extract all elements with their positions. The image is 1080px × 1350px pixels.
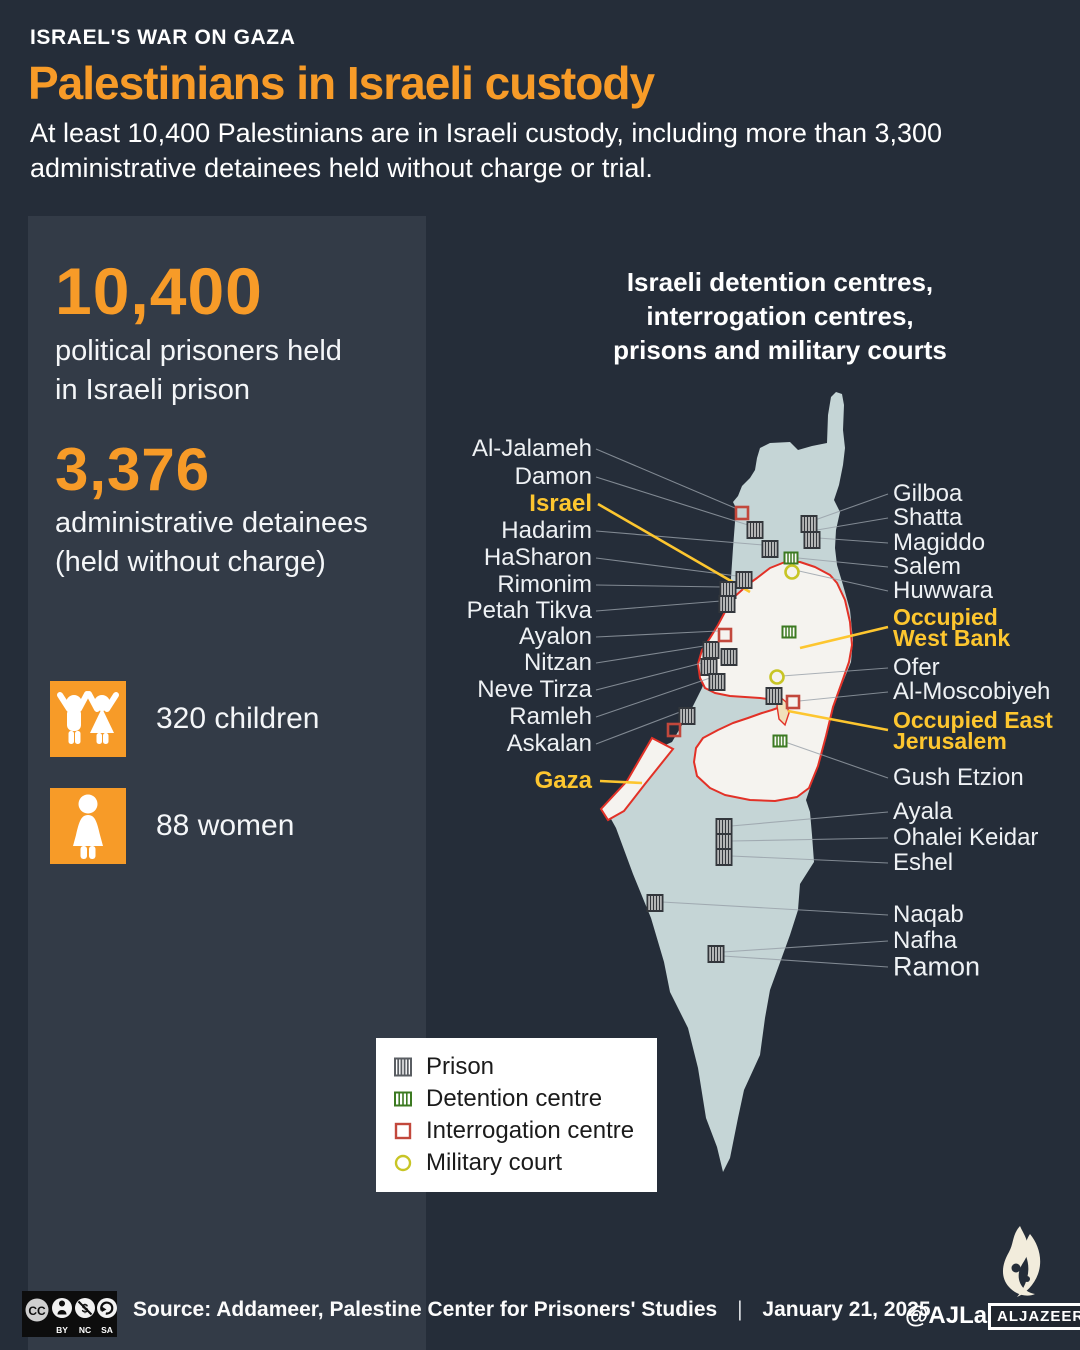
prison-icon	[735, 571, 753, 589]
woman-icon	[50, 788, 126, 864]
date-text: January 21, 2025	[762, 1298, 931, 1321]
map-label-ramon: Ramon	[893, 951, 981, 982]
map-label-shatta: Shatta	[893, 504, 963, 531]
map-label-gaza: Gaza	[534, 767, 592, 794]
al-jazeera-logo-icon	[1002, 1226, 1041, 1297]
map-label-gush-etzion: Gush Etzion	[893, 764, 1024, 791]
map-title: Israeli detention centres, interrogation…	[613, 267, 947, 365]
source-separator: |	[737, 1298, 743, 1321]
map-label-rimonim: Rimonim	[497, 571, 592, 598]
detention-centre-icon	[781, 625, 797, 639]
accent-leader-lines	[597, 502, 889, 785]
interrogation-centre-icon	[394, 1122, 412, 1140]
children-icon	[50, 681, 126, 757]
svg-text:BY: BY	[56, 1325, 68, 1335]
prison-icon	[394, 1057, 412, 1077]
prison-icon	[715, 848, 733, 866]
page-title: Palestinians in Israeli custody	[28, 57, 655, 109]
svg-text:SA: SA	[101, 1325, 113, 1335]
prison-icon	[678, 707, 696, 725]
map-label-ramleh: Ramleh	[509, 703, 592, 730]
israel-palestine-map	[595, 392, 889, 1172]
prison-icon	[700, 658, 718, 676]
map-label-ayalon: Ayalon	[519, 623, 592, 650]
map-label-al-moscobiyeh: Al-Moscobiyeh	[893, 678, 1051, 705]
source-line: Source: Addameer, Palestine Center for P…	[133, 1298, 931, 1322]
detainees-label: administrative detainees (held without c…	[55, 507, 368, 578]
map-label-askalan: Askalan	[506, 730, 592, 757]
gaza-strip-area	[599, 736, 675, 822]
map-label-eshel: Eshel	[893, 849, 954, 876]
prison-icon	[761, 540, 779, 558]
prison-icon	[715, 818, 733, 836]
map-label-damon: Damon	[514, 463, 592, 490]
map-label-hadarim: Hadarim	[501, 517, 592, 544]
prison-icon	[708, 673, 726, 691]
children-stat-row: 320 children	[50, 681, 319, 757]
map-label-occupied-east-jerusalem: Occupied East Jerusalem	[893, 707, 1053, 754]
children-label: 320 children	[156, 702, 320, 735]
legend-item-detention-centre: Detention centre	[392, 1083, 657, 1115]
map-label-gilboa: Gilboa	[893, 480, 963, 507]
kicker: ISRAEL'S WAR ON GAZA	[30, 26, 296, 49]
subtitle: At least 10,400 Palestinians are in Isra…	[30, 118, 943, 184]
map-label-ofer: Ofer	[893, 654, 940, 681]
legend-item-military-court: Military court	[392, 1147, 657, 1179]
map-label-nitzan: Nitzan	[523, 649, 592, 676]
map-label-petah-tikva: Petah Tikva	[466, 597, 592, 624]
source-text: Source: Addameer, Palestine Center for P…	[133, 1298, 718, 1321]
map-legend: Prison Detention centre Interrogation ce…	[376, 1038, 657, 1192]
map-label-salem: Salem	[893, 553, 962, 580]
map-label-naqab: Naqab	[893, 901, 964, 928]
prisoners-label: political prisoners held in Israeli pris…	[55, 335, 342, 406]
prison-icon	[702, 641, 720, 659]
map-label-magiddo: Magiddo	[893, 529, 986, 556]
legend-item-interrogation-centre: Interrogation centre	[392, 1115, 657, 1147]
map-label-nafha: Nafha	[893, 927, 958, 954]
map-label-ayala: Ayala	[893, 798, 953, 825]
military-court-icon	[394, 1154, 412, 1172]
al-jazeera-logo-text: ALJAZEERA	[988, 1303, 1080, 1330]
map-label-neve-tirza: Neve Tirza	[477, 676, 592, 703]
prison-icon	[707, 945, 725, 963]
prison-icon	[746, 521, 764, 539]
svg-text:CC: CC	[28, 1304, 46, 1318]
detainees-count: 3,376	[55, 436, 211, 503]
women-stat-row: 88 women	[50, 788, 294, 864]
legend-item-prison: Prison	[392, 1051, 657, 1083]
map-label-hasharon: HaSharon	[483, 544, 592, 571]
detention-centre-icon	[394, 1091, 412, 1107]
prisoners-count: 10,400	[55, 254, 263, 328]
stats-card: 10,400 political prisoners held in Israe…	[28, 216, 426, 1350]
leader-lines	[595, 448, 889, 968]
creative-commons-badge: CC $ BY NC SA	[22, 1291, 117, 1337]
prison-icon	[803, 531, 821, 549]
prison-icon	[720, 648, 738, 666]
prison-icon	[718, 595, 736, 613]
prison-icon	[800, 515, 818, 533]
detention-centre-icon	[783, 551, 799, 565]
women-label: 88 women	[156, 809, 295, 842]
prison-icon	[765, 687, 783, 705]
map-label-huwwara: Huwwara	[893, 577, 994, 604]
detention-centre-icon	[772, 734, 788, 748]
prison-icon	[646, 894, 664, 912]
map-label-occupied-west-bank: Occupied West Bank	[893, 604, 1011, 651]
svg-text:NC: NC	[79, 1325, 91, 1335]
map-label-ohalei-keidar: Ohalei Keidar	[893, 824, 1039, 851]
prison-icon	[715, 833, 733, 851]
map-label-al-jalameh: Al-Jalameh	[471, 435, 592, 462]
map-label-israel: Israel	[529, 490, 592, 517]
